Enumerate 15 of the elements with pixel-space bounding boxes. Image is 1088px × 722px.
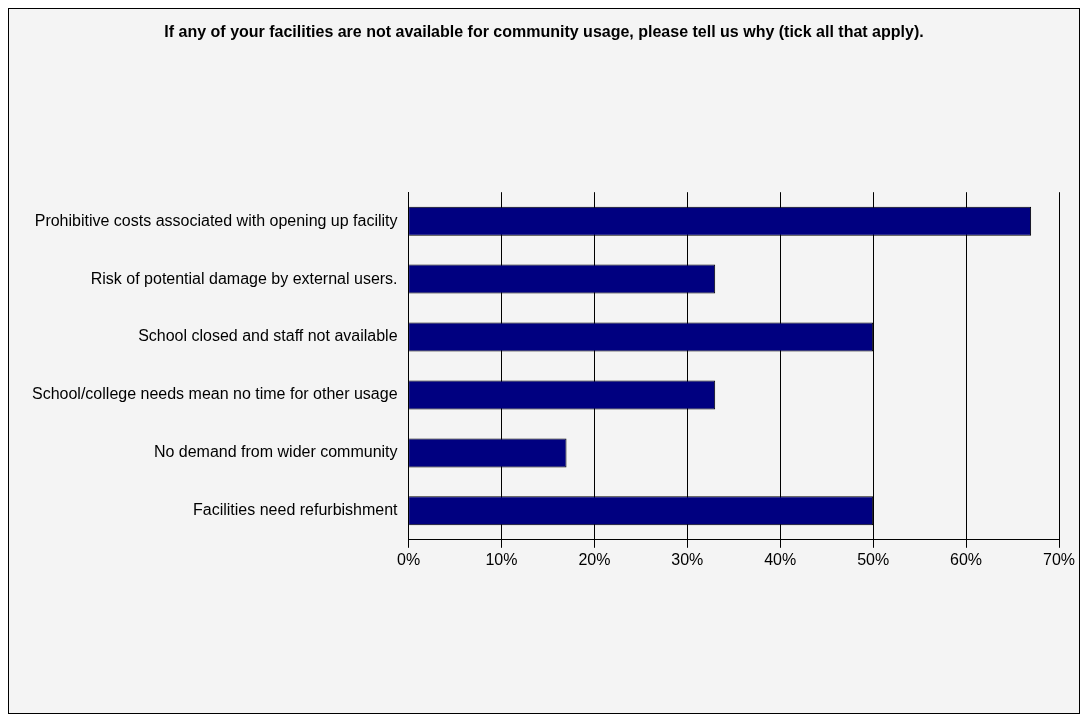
x-tick-label: 70%	[1042, 550, 1076, 568]
x-tick-label: 60%	[950, 550, 983, 568]
y-tick-label: School closed and staff not available	[138, 327, 398, 345]
chart-title: If any of your facilities are not available for community usage, please tell us why (tick all that apply).	[164, 23, 924, 41]
x-tick-label: 50%	[857, 550, 890, 568]
x-tick-label: 30%	[671, 550, 704, 568]
y-tick-label: No demand from wider community	[153, 443, 398, 461]
y-tick-label: Prohibitive costs associated with opening up facility	[34, 211, 398, 229]
y-tick-label: School/college needs mean no time for other usage	[32, 385, 398, 403]
y-tick-label: Risk of potential damage by external users.	[90, 269, 398, 287]
x-tick-label: 0%	[397, 550, 421, 568]
x-tick-label: 40%	[764, 550, 797, 568]
x-tick-label: 20%	[578, 550, 611, 568]
x-tick-label: 10%	[485, 550, 518, 568]
y-tick-label: Facilities need refurbishment	[193, 501, 399, 519]
